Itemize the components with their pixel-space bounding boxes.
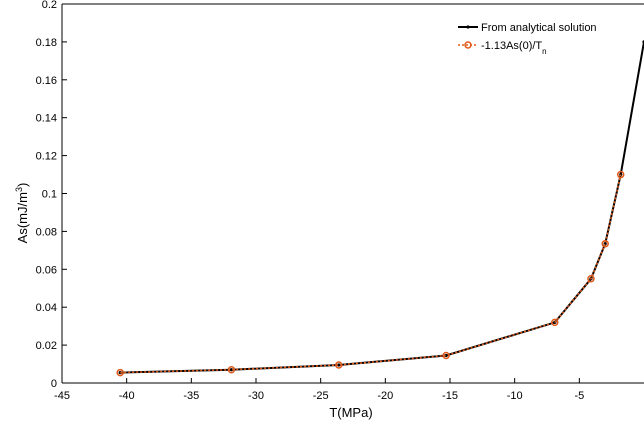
y-tick-label: 0.14 (36, 113, 57, 125)
data-point-approximation (587, 275, 595, 283)
x-axis-label: T(MPa) (329, 405, 372, 420)
series-layer (116, 40, 644, 377)
data-point-approximation (116, 368, 124, 377)
y-tick-label: 0.12 (36, 151, 57, 163)
legend: From analytical solution -1.13As(0)/Tn (458, 22, 597, 56)
data-point-approximation (442, 351, 450, 360)
legend-label-approximation: -1.13As(0)/Tn (481, 40, 547, 56)
x-tick-label: -5 (574, 390, 584, 402)
data-point-approximation (227, 365, 236, 374)
data-point-approximation (551, 318, 559, 327)
x-axis: -45 -40 -35 -30 -25 -20 -15 -10 -5 (54, 378, 584, 402)
y-tick-label: 0 (51, 378, 57, 390)
y-tick-label: 0.06 (36, 264, 57, 276)
y-tick-label: 0.02 (36, 340, 57, 352)
y-tick-label: 0.1 (42, 189, 57, 201)
y-tick-label: 0.04 (36, 302, 57, 314)
x-tick-label: -20 (377, 390, 393, 402)
data-point-approximation (616, 170, 625, 179)
x-tick-label: -10 (507, 390, 523, 402)
x-tick-label: -30 (248, 390, 264, 402)
y-tick-label: 0.18 (36, 37, 57, 49)
y-axis-label: As(mJ/m3) (14, 183, 30, 244)
series-line-analytical (120, 41, 644, 374)
y-tick-label: 0.16 (36, 75, 57, 87)
data-point-analytical (337, 363, 341, 367)
y-tick-label: 0.2 (42, 0, 57, 11)
x-tick-label: -35 (183, 390, 199, 402)
data-point-analytical (444, 353, 448, 358)
series-line-approximation (120, 174, 622, 374)
data-point-approximation (601, 239, 609, 248)
x-tick-label: -15 (442, 390, 458, 402)
legend-item-approximation: -1.13As(0)/Tn (458, 40, 547, 56)
x-tick-label: -25 (313, 390, 329, 402)
y-tick-label: 0.08 (36, 226, 57, 238)
y-axis: 0 0.02 0.04 0.06 0.08 0.1 0.12 0.14 0.16 0.18 0.2 (36, 0, 67, 390)
legend-label-analytical: From analytical solution (481, 22, 597, 34)
plot-area (61, 3, 644, 384)
x-tick-label: -45 (54, 390, 70, 402)
legend-item-analytical: From analytical solution (458, 22, 597, 34)
x-tick-label: -40 (119, 390, 135, 402)
data-point-approximation (335, 361, 343, 369)
